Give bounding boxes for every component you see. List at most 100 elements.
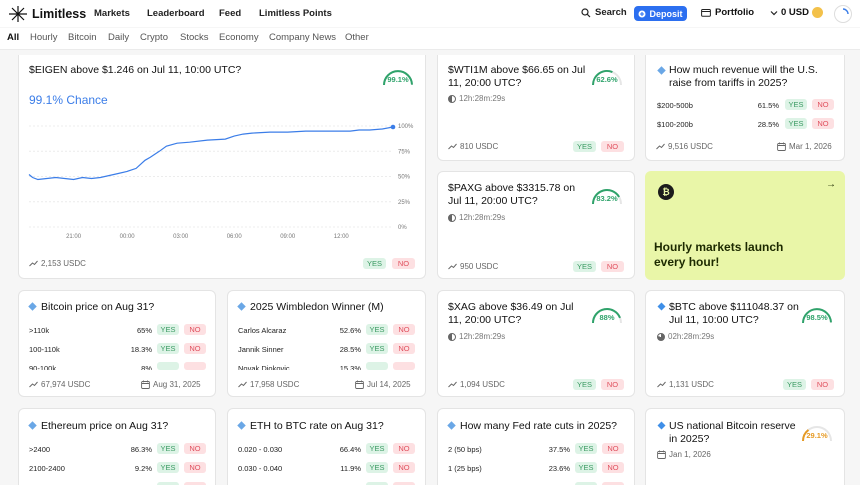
- chart-x-tick: 06:00: [227, 234, 243, 240]
- market-card-tariff-revenue[interactable]: How much revenue will the U.S. raise fro…: [645, 55, 845, 161]
- category-diamond-icon: [657, 302, 666, 311]
- balance-dropdown[interactable]: 0 USD: [770, 7, 823, 18]
- market-card-bitcoin-aug[interactable]: Bitcoin price on Aug 31? >110k 65% YES N…: [18, 290, 216, 397]
- wti-yes-button[interactable]: YES: [573, 141, 596, 152]
- fed-row-yes-button[interactable]: YES: [575, 443, 597, 454]
- fed-row-no-button[interactable]: NO: [602, 443, 624, 454]
- filter-stocks[interactable]: Stocks: [180, 32, 209, 43]
- market-card-btc-hourly[interactable]: $BTC above $111048.37 on Jul 11, 10:00 U…: [645, 290, 845, 397]
- filter-other[interactable]: Other: [345, 32, 369, 43]
- filter-all[interactable]: All: [7, 32, 20, 43]
- fed-row-no-button[interactable]: NO: [602, 462, 624, 473]
- nav-feed[interactable]: Feed: [219, 8, 242, 19]
- wimbledon-row-label: Jannik Sinner: [238, 345, 284, 354]
- btc-hour-yes-button[interactable]: YES: [783, 379, 806, 390]
- filter-economy[interactable]: Economy: [219, 32, 259, 43]
- paxg-gauge: [592, 189, 622, 205]
- filter-company-news[interactable]: Company News: [269, 32, 337, 43]
- market-card-paxg[interactable]: $PAXG above $3315.78 on Jul 11, 20:00 UT…: [437, 171, 635, 279]
- paxg-no-button[interactable]: NO: [601, 261, 624, 272]
- eth-aug-row-no-button[interactable]: [184, 482, 206, 485]
- deposit-button[interactable]: Deposit: [634, 6, 687, 21]
- fed-row-yes-button[interactable]: YES: [575, 462, 597, 473]
- market-card-eth-btc[interactable]: ETH to BTC rate on Aug 31? 0.020 - 0.030…: [227, 408, 426, 485]
- btc-aug-row-no-button[interactable]: NO: [184, 324, 206, 335]
- brand-logo[interactable]: Limitless: [8, 5, 86, 23]
- ethbtc-row-yes-button[interactable]: YES: [366, 443, 388, 454]
- market-card-xag[interactable]: $XAG above $36.49 on Jul 11, 20:00 UTC? …: [437, 290, 635, 397]
- ethbtc-row-no-button[interactable]: [393, 482, 415, 485]
- bitcoin-icon: ₿: [658, 184, 674, 200]
- btc-aug-row-yes-button[interactable]: YES: [157, 343, 179, 354]
- chart-y-tick: 0%: [398, 225, 407, 231]
- btc-aug-row-no-button[interactable]: NO: [184, 343, 206, 354]
- revenue-row-yes-button[interactable]: YES: [785, 118, 807, 129]
- category-diamond-icon: [447, 421, 456, 430]
- reserve-date: Jan 1, 2026: [657, 450, 711, 459]
- market-card-ethereum-aug[interactable]: Ethereum price on Aug 31? >2400 86.3% YE…: [18, 408, 216, 485]
- loading-spinner-icon[interactable]: [834, 5, 852, 23]
- btc-aug-row-no-button[interactable]: [184, 362, 206, 370]
- wimbledon-row-yes-button[interactable]: YES: [366, 324, 388, 335]
- search-button[interactable]: Search: [581, 7, 627, 18]
- timer-icon: [448, 213, 456, 222]
- wti-volume-value: 810 USDC: [460, 142, 499, 151]
- paxg-timer-value: 12h:28m:29s: [459, 213, 506, 222]
- eth-aug-row-yes-button[interactable]: [157, 482, 179, 485]
- wallet-icon: [701, 9, 711, 17]
- market-card-wti[interactable]: $WTI1M above $66.65 on Jul 11, 20:00 UTC…: [437, 55, 635, 161]
- nav-leaderboard[interactable]: Leaderboard: [147, 8, 205, 19]
- wimbledon-row-no-button[interactable]: NO: [393, 343, 415, 354]
- filter-hourly[interactable]: Hourly: [30, 32, 58, 43]
- btc-aug-row-yes-button[interactable]: [157, 362, 179, 370]
- market-card-fed-cuts[interactable]: How many Fed rate cuts in 2025? 2 (50 bp…: [437, 408, 635, 485]
- paxg-volume: 950 USDC: [448, 262, 498, 271]
- nav-markets[interactable]: Markets: [94, 8, 130, 19]
- revenue-row-no-button[interactable]: NO: [812, 99, 834, 110]
- ethbtc-row-yes-button[interactable]: YES: [366, 462, 388, 473]
- featured-no-button[interactable]: NO: [392, 258, 415, 269]
- revenue-row-yes-button[interactable]: YES: [785, 99, 807, 110]
- revenue-row-label: $200-500b: [657, 101, 693, 110]
- filter-daily[interactable]: Daily: [108, 32, 130, 43]
- hourly-markets-promo[interactable]: ₿ → Hourly markets launch every hour!: [645, 171, 845, 280]
- wimbledon-row-label: Carlos Alcaraz: [238, 326, 287, 335]
- btc-aug-row-label: 90-100k: [29, 364, 57, 370]
- eth-aug-row-no-button[interactable]: NO: [184, 443, 206, 454]
- reserve-gauge: [802, 426, 832, 442]
- chart-y-tick: 25%: [398, 200, 411, 206]
- btc-hour-no-button[interactable]: NO: [811, 379, 834, 390]
- eth-aug-row-no-button[interactable]: NO: [184, 462, 206, 473]
- btc-aug-row-yes-button[interactable]: YES: [157, 324, 179, 335]
- xag-yes-button[interactable]: YES: [573, 379, 596, 390]
- arrow-right-icon[interactable]: →: [826, 179, 836, 190]
- chart-x-tick: 03:00: [173, 234, 189, 240]
- wimbledon-row-yes-button[interactable]: [366, 362, 388, 370]
- market-card-btc-reserve[interactable]: US national Bitcoin reserve in 2025? 29.…: [645, 408, 845, 485]
- ethbtc-row-label: 0.030 - 0.040: [238, 464, 283, 473]
- filter-bitcoin[interactable]: Bitcoin: [68, 32, 97, 43]
- fed-row-yes-button[interactable]: [575, 482, 597, 485]
- btc-aug-date: Aug 31, 2025: [141, 380, 201, 389]
- market-card-wimbledon[interactable]: 2025 Wimbledon Winner (M) Carlos Alcaraz…: [227, 290, 426, 397]
- paxg-yes-button[interactable]: YES: [573, 261, 596, 272]
- wimbledon-row-no-button[interactable]: NO: [393, 324, 415, 335]
- wimbledon-row-no-button[interactable]: [393, 362, 415, 370]
- ethbtc-row-yes-button[interactable]: [366, 482, 388, 485]
- wti-no-button[interactable]: NO: [601, 141, 624, 152]
- featured-yes-button[interactable]: YES: [363, 258, 386, 269]
- nav-limitless-points[interactable]: Limitless Points: [259, 8, 332, 19]
- btc-aug-volume: 67,974 USDC: [29, 380, 90, 389]
- fed-row-no-button[interactable]: [602, 482, 624, 485]
- eth-aug-row-yes-button[interactable]: YES: [157, 462, 179, 473]
- featured-market-card[interactable]: $EIGEN above $1.246 on Jul 11, 10:00 UTC…: [18, 55, 426, 279]
- xag-gauge: [592, 308, 622, 324]
- xag-no-button[interactable]: NO: [601, 379, 624, 390]
- eth-aug-row-yes-button[interactable]: YES: [157, 443, 179, 454]
- filter-crypto[interactable]: Crypto: [140, 32, 168, 43]
- ethbtc-row-no-button[interactable]: NO: [393, 443, 415, 454]
- portfolio-button[interactable]: Portfolio: [701, 7, 754, 18]
- ethbtc-row-no-button[interactable]: NO: [393, 462, 415, 473]
- wimbledon-row-yes-button[interactable]: YES: [366, 343, 388, 354]
- revenue-row-no-button[interactable]: NO: [812, 118, 834, 129]
